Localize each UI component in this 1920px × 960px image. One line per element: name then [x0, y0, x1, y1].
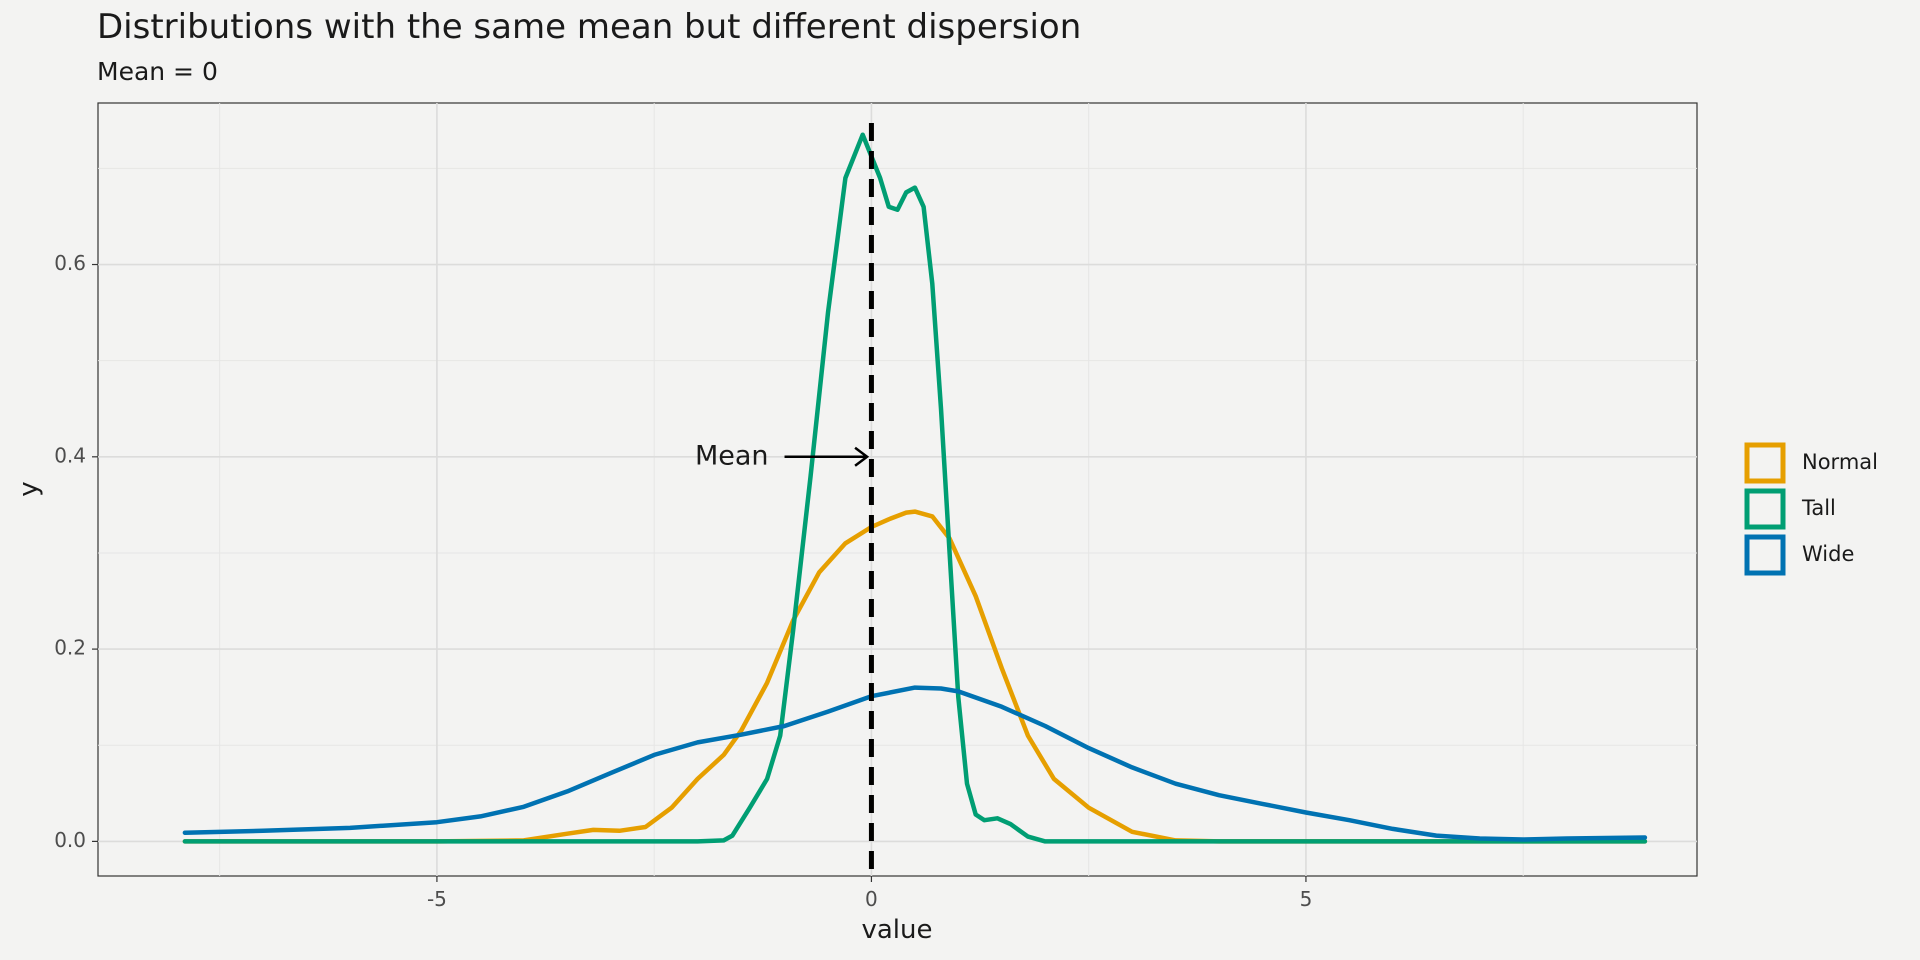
y-tick-label: 0.4: [54, 443, 86, 467]
legend-label-tall: Tall: [1801, 496, 1836, 520]
legend-key-tall: [1744, 488, 1786, 530]
mean-annotation-arrowhead: [854, 446, 870, 467]
series-line-tall: [182, 132, 1648, 844]
y-tick-label: 0.0: [54, 828, 86, 852]
y-tick-label: 0.6: [54, 251, 86, 275]
legend: Normal Tall Wide: [1744, 442, 1878, 576]
x-axis-title: value: [861, 915, 932, 945]
chart-title: Distributions with the same mean but dif…: [97, 7, 1081, 47]
x-tick-label: -5: [427, 887, 447, 911]
chart-subtitle: Mean = 0: [97, 57, 218, 86]
x-tick-label: 5: [1300, 887, 1313, 911]
series-line-normal: [182, 509, 1648, 844]
series-lines: [182, 132, 1648, 844]
legend-label-normal: Normal: [1802, 450, 1878, 474]
legend-label-wide: Wide: [1802, 542, 1854, 566]
series-line-wide: [182, 685, 1648, 842]
mean-annotation-label: Mean: [695, 440, 769, 471]
y-tick-label: 0.2: [54, 636, 86, 660]
x-tick-label: 0: [865, 887, 878, 911]
x-axis: -5 0 5: [427, 876, 1312, 911]
legend-key-normal: [1744, 442, 1786, 484]
grid-minor: [98, 103, 1697, 876]
y-axis-title: y: [14, 481, 44, 496]
legend-key-wide: [1744, 534, 1786, 576]
plot-panel: [97, 102, 1698, 877]
y-axis: 0.0 0.2 0.4 0.6: [54, 251, 98, 852]
mean-annotation: Mean: [695, 440, 870, 471]
